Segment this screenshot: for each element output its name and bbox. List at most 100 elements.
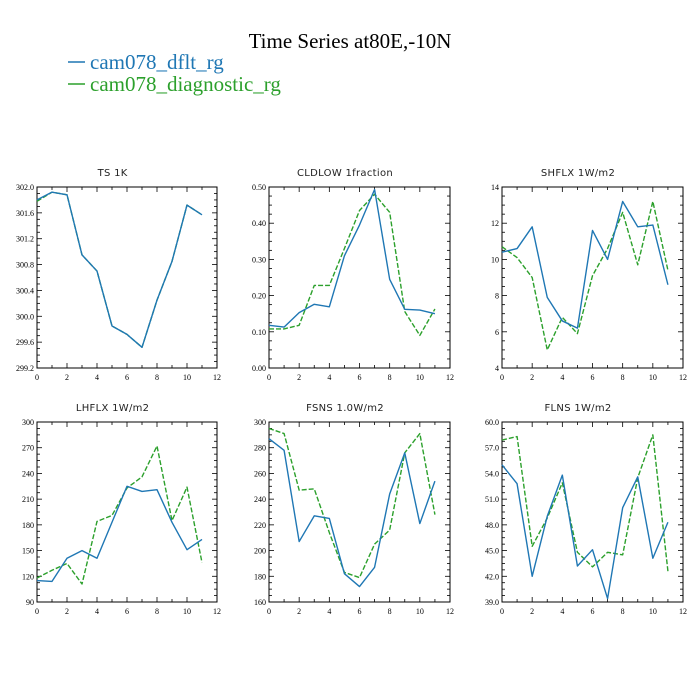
x-tick-label: 6 [358,607,362,616]
series-line-diagnostic [36,191,203,349]
x-tick-label: 4 [95,607,99,616]
y-tick-label: 60.0 [485,418,499,427]
y-tick-label: 0.50 [252,183,266,192]
x-tick-label: 0 [35,607,39,616]
x-tick-label: 2 [65,607,69,616]
y-tick-label: 6 [495,328,499,337]
x-tick-label: 0 [500,607,504,616]
y-tick-label: 180 [254,572,266,581]
x-tick-label: 6 [125,373,129,382]
y-tick-label: 302.0 [16,183,34,192]
series-line-diagnostic [269,193,436,337]
x-tick-label: 12 [213,373,221,382]
x-tick-label: 8 [388,373,392,382]
y-tick-label: 0.10 [252,328,266,337]
x-tick-label: 6 [591,373,595,382]
panel-4: FSNS 1.0W/m2 0 2 4 6 8 10 12 160 180 200 220 240 260 2… [254,403,454,616]
y-tick-label: 48.0 [485,521,499,530]
y-tick-label: 300.0 [16,312,34,321]
y-tick-label: 210 [22,495,34,504]
y-tick-label: 14 [491,183,499,192]
y-tick-label: 300.4 [16,286,34,295]
x-tick-label: 8 [621,373,625,382]
figure-title: Time Series at80E,-10N [249,29,452,53]
panel-5: FLNS 1W/m2 0 2 4 6 8 10 12 39.0 42.0 45.0 48.0 51.0 5… [485,403,687,616]
y-tick-label: 220 [254,521,266,530]
series-line-diagnostic [268,427,436,579]
x-tick-label: 10 [649,373,657,382]
panel-0: TS 1K 0 2 4 6 8 10 12 299.2 299.6 300.0 300.4 300.8 3… [16,168,221,382]
x-tick-label: 0 [267,607,271,616]
y-tick-label: 300 [254,418,266,427]
x-tick-label: 6 [125,607,129,616]
panels: TS 1K 0 2 4 6 8 10 12 299.2 299.6 300.0 300.4 300.8 3… [16,168,687,616]
plot-frame [268,186,451,369]
x-tick-label: 4 [95,373,99,382]
x-tick-label: 4 [560,373,564,382]
y-tick-label: 10 [491,255,499,264]
y-tick-label: 4 [495,364,499,373]
y-tick-label: 0.30 [252,255,266,264]
x-tick-label: 12 [679,373,687,382]
x-tick-label: 8 [155,373,159,382]
legend-item-dflt: cam078_dflt_rg [68,50,224,74]
x-tick-label: 2 [530,373,534,382]
x-tick-label: 10 [416,373,424,382]
y-tick-label: 45.0 [485,547,499,556]
y-tick-label: 240 [254,495,266,504]
panel-title: LHFLX 1W/m2 [76,403,149,414]
panel-3: LHFLX 1W/m2 0 2 4 6 8 10 12 90 120 150 180 210 240 270… [22,403,221,616]
series-line-diagnostic [501,200,669,351]
panel-title: FLNS 1W/m2 [544,403,611,414]
panel-title: FSNS 1.0W/m2 [306,403,384,414]
x-tick-label: 8 [621,607,625,616]
y-tick-label: 180 [22,521,34,530]
plot-frame [501,421,684,603]
x-tick-label: 10 [649,607,657,616]
y-tick-label: 240 [22,469,34,478]
x-tick-label: 8 [155,607,159,616]
panel-title: SHFLX 1W/m2 [541,168,615,179]
x-tick-label: 6 [358,373,362,382]
y-tick-label: 200 [254,547,266,556]
panel-1: CLDLOW 1fraction 0 2 4 6 8 10 12 0.00 0.10 0.20 0.3… [252,168,454,382]
x-tick-label: 0 [267,373,271,382]
x-tick-label: 10 [183,607,191,616]
x-tick-label: 0 [35,373,39,382]
y-tick-label: 270 [22,444,34,453]
x-tick-label: 12 [679,607,687,616]
y-tick-label: 57.0 [485,444,499,453]
y-tick-label: 299.6 [16,338,34,347]
y-tick-label: 301.2 [16,235,34,244]
x-tick-label: 8 [388,607,392,616]
x-tick-label: 2 [530,607,534,616]
legend: cam078_dflt_rg cam078_diagnostic_rg [68,50,281,96]
y-tick-label: 42.0 [485,572,499,581]
x-tick-label: 2 [65,373,69,382]
series-line-diagnostic [501,434,669,572]
y-tick-label: 160 [254,598,266,607]
x-tick-label: 4 [327,373,331,382]
panel-2: SHFLX 1W/m2 0 2 4 6 8 10 12 4 6 8 10 12 14 [491,168,687,382]
series-line-diagnostic [36,445,203,585]
plot-frame [36,186,218,369]
legend-label-diagnostic: cam078_diagnostic_rg [90,72,281,96]
x-tick-label: 2 [297,607,301,616]
x-tick-label: 4 [560,607,564,616]
series-line-dflt [268,188,436,328]
x-tick-label: 10 [183,373,191,382]
series-line-dflt [501,464,669,600]
x-tick-label: 12 [446,607,454,616]
y-tick-label: 301.6 [16,209,34,218]
y-tick-label: 12 [491,219,499,228]
y-tick-label: 54.0 [485,469,499,478]
legend-item-diagnostic: cam078_diagnostic_rg [68,72,281,96]
x-tick-label: 4 [327,607,331,616]
x-tick-label: 2 [297,373,301,382]
y-tick-label: 300.8 [16,261,34,270]
plot-frame [268,421,451,603]
x-tick-label: 0 [500,373,504,382]
x-tick-label: 12 [213,607,221,616]
y-tick-label: 280 [254,444,266,453]
